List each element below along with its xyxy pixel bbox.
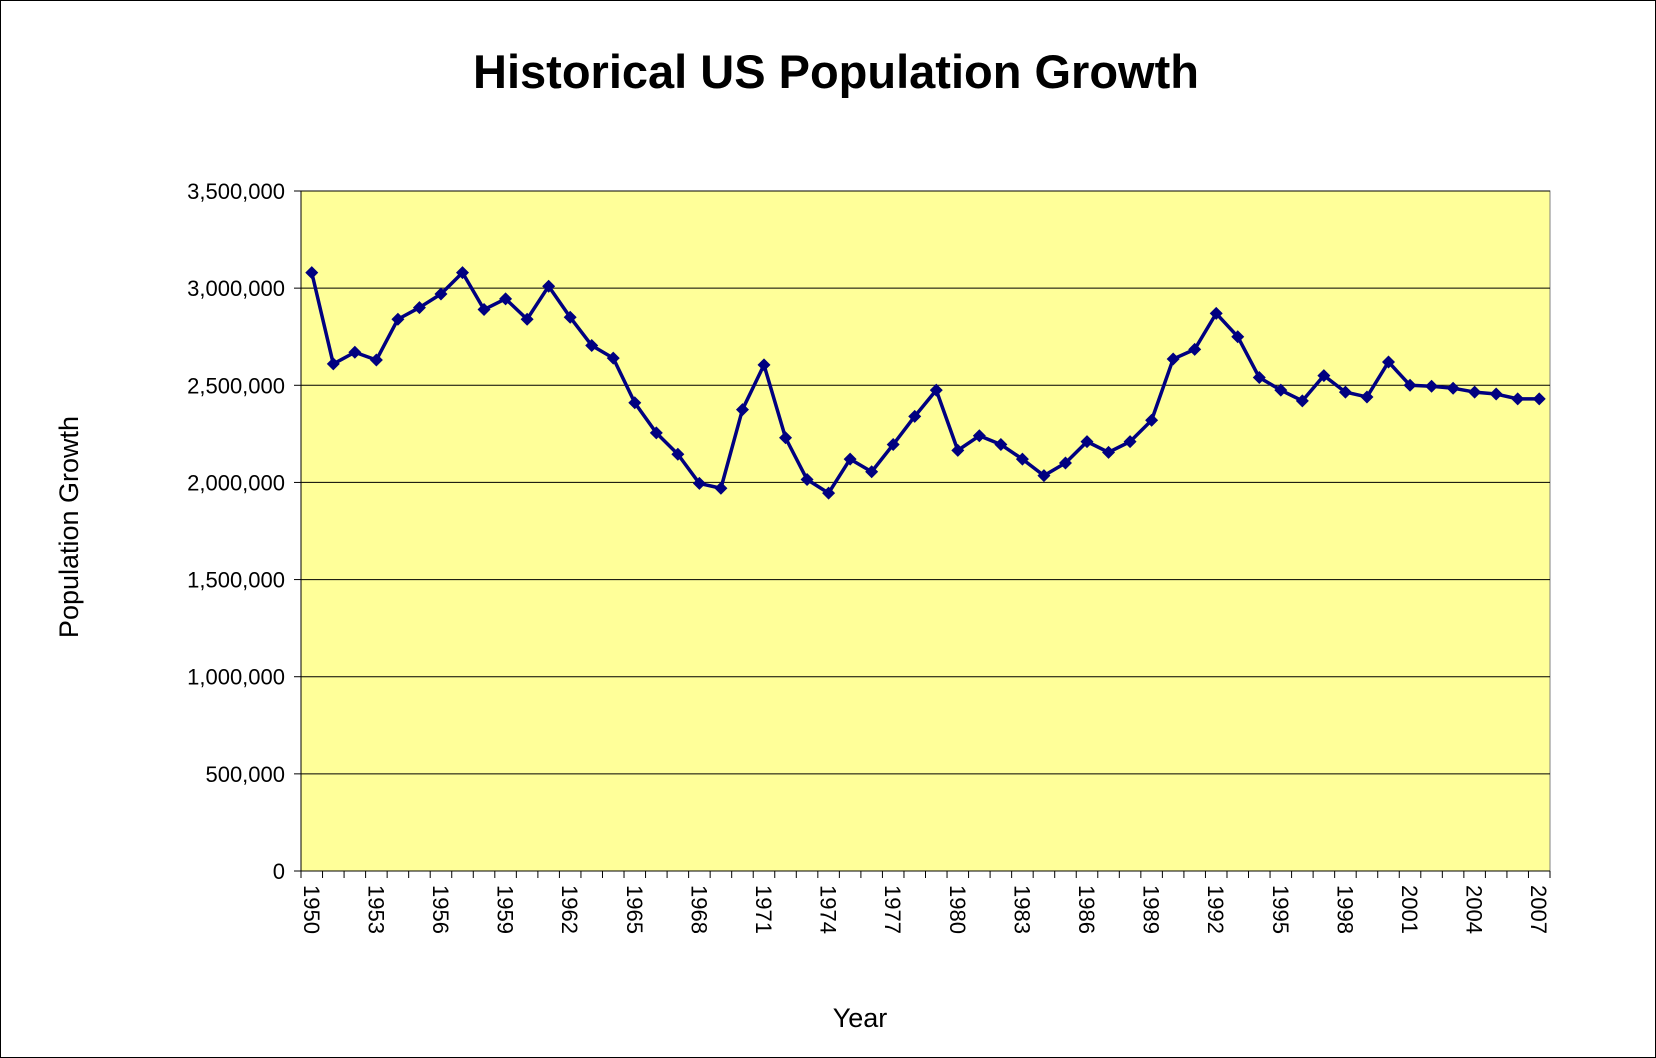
data-marker — [1446, 381, 1460, 395]
data-marker — [1037, 469, 1051, 483]
data-marker — [735, 403, 749, 417]
x-tick-label: 1974 — [816, 885, 841, 934]
data-marker — [865, 465, 879, 479]
y-tick-label: 2,500,000 — [187, 373, 285, 398]
x-tick-label: 1965 — [622, 885, 647, 934]
data-marker — [1209, 306, 1223, 320]
data-marker — [822, 486, 836, 500]
data-marker — [779, 431, 793, 445]
x-axis-title: Year — [833, 1003, 888, 1033]
x-tick-label: 1956 — [428, 885, 453, 934]
data-marker — [348, 345, 362, 359]
y-tick-label: 500,000 — [205, 762, 285, 787]
data-marker — [391, 312, 405, 326]
data-marker — [369, 353, 383, 367]
data-marker — [326, 357, 340, 371]
data-marker — [671, 447, 685, 461]
y-tick-label: 3,500,000 — [187, 179, 285, 204]
data-marker — [1381, 355, 1395, 369]
x-tick-label: 1977 — [880, 885, 905, 934]
y-axis-title: Population Growth — [54, 416, 84, 638]
data-marker — [800, 473, 814, 487]
data-marker — [649, 426, 663, 440]
data-marker — [1511, 392, 1525, 406]
x-tick-label: 1986 — [1074, 885, 1099, 934]
data-marker — [929, 383, 943, 397]
data-marker — [714, 481, 728, 495]
x-tick-label: 1968 — [686, 885, 711, 934]
data-marker — [1188, 342, 1202, 356]
data-marker — [1360, 390, 1374, 404]
data-marker — [1252, 371, 1266, 385]
data-marker — [1317, 369, 1331, 383]
data-marker — [1058, 456, 1072, 470]
data-marker — [305, 266, 319, 280]
data-marker — [1166, 352, 1180, 366]
x-tick-label: 1995 — [1268, 885, 1293, 934]
data-marker — [908, 409, 922, 423]
data-marker — [434, 287, 448, 301]
x-tick-label: 1983 — [1009, 885, 1034, 934]
data-marker — [1532, 392, 1546, 406]
data-marker — [520, 312, 534, 326]
data-marker — [412, 301, 426, 315]
chart-title: Historical US Population Growth — [473, 45, 1199, 98]
data-marker — [563, 310, 577, 324]
data-marker — [606, 351, 620, 365]
data-marker — [542, 279, 556, 293]
data-marker — [1425, 379, 1439, 393]
data-line — [310, 270, 1540, 495]
data-marker — [1403, 378, 1417, 392]
data-marker — [757, 358, 771, 372]
x-tick-label: 1962 — [557, 885, 582, 934]
data-marker — [692, 476, 706, 490]
data-marker — [499, 292, 513, 306]
data-marker — [456, 266, 470, 280]
x-tick-label: 2007 — [1526, 885, 1551, 934]
data-marker — [1231, 330, 1245, 344]
x-tick-label: 1989 — [1139, 885, 1164, 934]
x-tick-label: 1980 — [945, 885, 970, 934]
data-marker — [1338, 385, 1352, 399]
x-tick-label: 2004 — [1462, 885, 1487, 934]
data-marker — [585, 338, 599, 352]
y-tick-label: 3,000,000 — [187, 276, 285, 301]
data-marker — [886, 438, 900, 452]
x-tick-label: 1950 — [299, 885, 324, 934]
data-marker — [1489, 387, 1503, 401]
data-marker — [477, 303, 491, 317]
x-tick-label: 1971 — [751, 885, 776, 934]
data-marker — [1145, 413, 1159, 427]
x-tick-label: 1992 — [1203, 885, 1228, 934]
data-marker — [951, 443, 965, 457]
x-tick-label: 1959 — [493, 885, 518, 934]
data-marker — [1123, 435, 1137, 449]
y-tick-label: 0 — [273, 859, 285, 884]
plot-area — [300, 190, 1551, 872]
data-marker — [1274, 383, 1288, 397]
x-tick-label: 1953 — [363, 885, 388, 934]
data-marker — [994, 438, 1008, 452]
data-marker — [843, 452, 857, 466]
data-marker — [628, 396, 642, 410]
y-tick-label: 2,000,000 — [187, 470, 285, 495]
data-marker — [972, 429, 986, 443]
data-marker — [1468, 385, 1482, 399]
data-marker — [1015, 452, 1029, 466]
data-marker — [1295, 394, 1309, 408]
y-tick-label: 1,000,000 — [187, 665, 285, 690]
x-tick-label: 1998 — [1332, 885, 1357, 934]
data-marker — [1102, 445, 1116, 459]
data-marker — [1080, 435, 1094, 449]
y-tick-label: 1,500,000 — [187, 568, 285, 593]
x-tick-label: 2001 — [1397, 885, 1422, 934]
